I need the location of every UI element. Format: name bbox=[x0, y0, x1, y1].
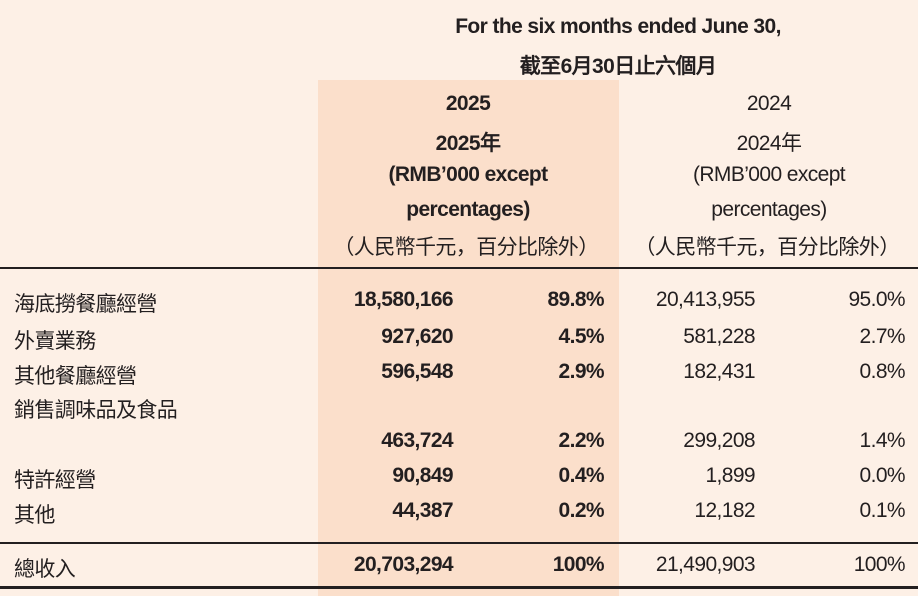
col-2024-year: 2024 bbox=[746, 92, 792, 115]
amount-2025: 18,580,166 bbox=[353, 288, 454, 311]
col-2025-year: 2025 bbox=[445, 92, 491, 115]
col-2024-year-zh: 2024年 bbox=[736, 132, 802, 155]
period-en: For the six months ended June 30, bbox=[455, 15, 781, 38]
percent-2025: 2.2% bbox=[558, 429, 605, 452]
amount-2024: 1,899 bbox=[705, 464, 755, 487]
period-zh: 截至6月30日止六個月 bbox=[519, 55, 717, 78]
total-label: 總收入 bbox=[14, 558, 76, 581]
percent-2025: 89.8% bbox=[547, 288, 604, 311]
amount-2025: 90,849 bbox=[392, 464, 453, 487]
percent-2025: 2.9% bbox=[558, 360, 605, 383]
col-2025-unit-zh: （人民幣千元，百分比除外） bbox=[333, 236, 599, 259]
row-label: 銷售調味品及食品 bbox=[14, 399, 178, 422]
amount-2025: 44,387 bbox=[392, 499, 453, 522]
amount-2025: 927,620 bbox=[381, 325, 453, 348]
total-2025-percent: 100% bbox=[552, 553, 605, 576]
row-label: 海底撈餐廳經營 bbox=[14, 293, 157, 316]
percent-2024: 95.0% bbox=[848, 288, 905, 311]
percent-2024: 1.4% bbox=[859, 429, 906, 452]
bottom-rule bbox=[0, 586, 918, 589]
percent-2025: 0.4% bbox=[558, 464, 605, 487]
amount-2024: 299,208 bbox=[683, 429, 755, 452]
col-2025-year-zh: 2025年 bbox=[435, 132, 501, 155]
row-label: 其他 bbox=[14, 504, 55, 527]
total-divider bbox=[0, 542, 918, 544]
percent-2025: 4.5% bbox=[558, 325, 605, 348]
col-2025-unit-1: (RMB’000 except bbox=[388, 163, 548, 186]
total-2025-amount: 20,703,294 bbox=[353, 553, 454, 576]
percent-2024: 0.8% bbox=[859, 360, 906, 383]
header-divider bbox=[0, 267, 918, 269]
col-2025-unit-2: percentages) bbox=[406, 198, 530, 221]
percent-2024: 0.1% bbox=[859, 499, 906, 522]
col-2024-unit-1: (RMB’000 except bbox=[692, 163, 846, 186]
amount-2024: 12,182 bbox=[694, 499, 755, 522]
highlight-column-2025 bbox=[318, 80, 619, 596]
total-2024-percent: 100% bbox=[853, 553, 906, 576]
col-2024-unit-2: percentages) bbox=[711, 198, 827, 221]
amount-2024: 581,228 bbox=[683, 325, 755, 348]
row-label: 外賣業務 bbox=[14, 330, 96, 353]
amount-2024: 182,431 bbox=[683, 360, 755, 383]
row-label: 特許經營 bbox=[14, 469, 96, 492]
total-2024-amount: 21,490,903 bbox=[655, 553, 756, 576]
row-label: 其他餐廳經營 bbox=[14, 365, 137, 388]
amount-2024: 20,413,955 bbox=[655, 288, 756, 311]
amount-2025: 463,724 bbox=[381, 429, 453, 452]
col-2024-unit-zh: （人民幣千元，百分比除外） bbox=[634, 236, 900, 259]
percent-2025: 0.2% bbox=[558, 499, 605, 522]
percent-2024: 2.7% bbox=[859, 325, 906, 348]
percent-2024: 0.0% bbox=[859, 464, 906, 487]
amount-2025: 596,548 bbox=[381, 360, 453, 383]
